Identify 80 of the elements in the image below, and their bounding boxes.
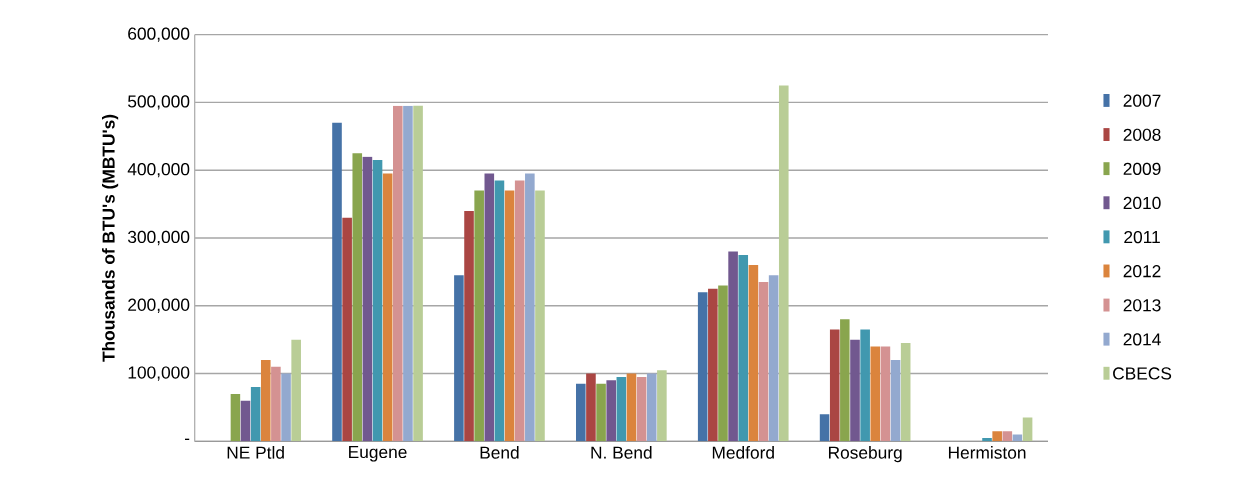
bar: [758, 282, 769, 442]
bar: [576, 383, 586, 442]
bar: [240, 400, 251, 442]
bar: [281, 373, 291, 442]
bar: [900, 343, 911, 442]
legend-label: 2012: [1123, 265, 1161, 278]
y-tick-label: 400,000: [127, 163, 190, 178]
bar: [768, 275, 779, 442]
bar: [890, 359, 901, 442]
bar: [230, 393, 241, 442]
y-axis-title: Thousands of BTU's (MBTU's): [102, 114, 119, 362]
bar: [748, 265, 759, 442]
x-tick-label: Hermiston: [948, 446, 1026, 459]
bar: [535, 190, 545, 442]
bar: [728, 251, 738, 442]
bar: [1022, 417, 1033, 442]
legend-label: 2011: [1124, 230, 1160, 244]
bar: [860, 329, 870, 442]
bar: [464, 210, 474, 442]
bar: [413, 105, 423, 442]
bar: [840, 319, 850, 442]
y-tick-label: 500,000: [128, 95, 190, 110]
bar: [829, 329, 840, 442]
bar: [626, 373, 637, 442]
y-tick-label: 100,000: [128, 366, 190, 381]
bar: [514, 180, 525, 442]
bar: [636, 376, 647, 442]
bar: [372, 160, 383, 442]
bar: [291, 339, 301, 442]
bar: [982, 437, 992, 442]
bar: [870, 346, 881, 442]
bar: [778, 85, 789, 442]
bar: [271, 366, 281, 442]
bar: [362, 156, 373, 442]
legend-label: 2013: [1123, 299, 1161, 312]
bar: [260, 359, 271, 442]
bar: [342, 217, 352, 442]
bar: [606, 380, 616, 442]
bar: [484, 173, 495, 442]
bar: [504, 190, 515, 442]
bar: [1002, 431, 1013, 442]
y-tick-label: -: [184, 438, 190, 441]
legend-label: 2014: [1123, 333, 1161, 346]
bar: [657, 370, 667, 442]
bar: [646, 373, 657, 442]
bar: [525, 173, 535, 442]
legend-label: 2009: [1123, 162, 1161, 176]
bar: [352, 153, 363, 442]
x-tick-label: N. Bend: [591, 446, 652, 459]
bar: [332, 122, 342, 442]
bar: [616, 376, 627, 442]
y-tick-label: 300,000: [127, 230, 190, 246]
legend-label: 2007: [1123, 94, 1161, 107]
legend-label: 2008: [1123, 128, 1161, 141]
legend-label: 2010: [1123, 196, 1161, 210]
bar: [454, 275, 464, 442]
bar: [708, 288, 718, 442]
bar: [738, 254, 749, 442]
x-tick-label: Medford: [712, 446, 774, 459]
bar: [596, 383, 606, 442]
bar: [880, 346, 891, 442]
x-tick-label: NE Ptld: [227, 446, 284, 459]
bar: [992, 431, 1002, 442]
bar: [718, 285, 728, 442]
x-tick-label: Roseburg: [828, 446, 902, 463]
x-tick-label: Bend: [480, 446, 519, 459]
bar: [382, 173, 393, 442]
bar: [250, 387, 261, 442]
bar: [474, 190, 484, 442]
bar: [697, 292, 708, 442]
bar: [586, 373, 596, 442]
bar: [819, 414, 830, 442]
legend-label: CBECS: [1113, 367, 1172, 380]
x-tick-label: Eugene: [349, 446, 407, 462]
bar: [403, 105, 413, 442]
y-tick-label: 600,000: [128, 27, 190, 42]
bar: [494, 180, 505, 442]
y-tick-label: 200,000: [128, 298, 190, 313]
bar: [850, 339, 860, 442]
bar: [393, 105, 403, 442]
